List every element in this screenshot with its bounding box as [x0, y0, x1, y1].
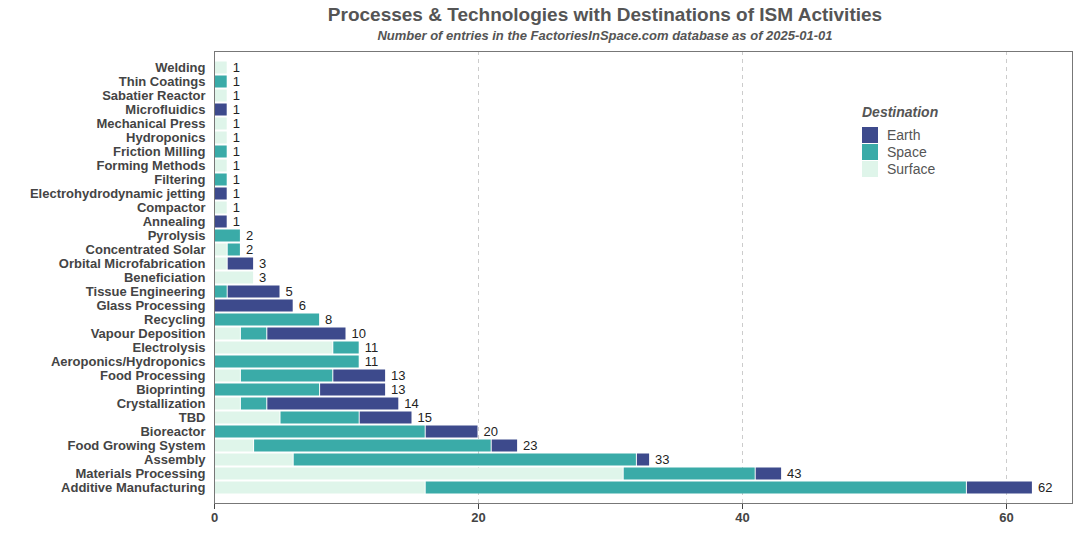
- svg-text:Thin Coatings: Thin Coatings: [119, 74, 206, 89]
- svg-text:Food Growing System: Food Growing System: [68, 438, 206, 453]
- html-text:Space: Space: [887, 143, 927, 160]
- svg-text:Forming Methods: Forming Methods: [96, 158, 205, 173]
- svg-text:1: 1: [233, 158, 240, 173]
- svg-text:Electrolysis: Electrolysis: [133, 340, 206, 355]
- svg-text:20: 20: [471, 510, 485, 525]
- svg-text:1: 1: [233, 74, 240, 89]
- svg-text:3: 3: [259, 270, 266, 285]
- svg-text:1: 1: [233, 172, 240, 187]
- svg-text:1: 1: [233, 88, 240, 103]
- svg-text:Concentrated Solar: Concentrated Solar: [86, 242, 206, 257]
- svg-text:Filtering: Filtering: [154, 172, 205, 187]
- svg-text:0: 0: [211, 510, 218, 525]
- svg-text:Annealing: Annealing: [143, 214, 206, 229]
- svg-text:3: 3: [259, 256, 266, 271]
- svg-text:Tissue Engineering: Tissue Engineering: [86, 284, 206, 299]
- svg-text:11: 11: [365, 354, 379, 369]
- svg-text:1: 1: [233, 116, 240, 131]
- svg-text:23: 23: [523, 438, 537, 453]
- svg-text:Aeroponics/Hydroponics: Aeroponics/Hydroponics: [51, 354, 206, 369]
- svg-text:11: 11: [365, 340, 379, 355]
- svg-text:6: 6: [299, 298, 306, 313]
- svg-text:Mechanical Press: Mechanical Press: [96, 116, 205, 131]
- svg-text:Bioreactor: Bioreactor: [140, 424, 205, 439]
- svg-text:1: 1: [233, 102, 240, 117]
- html-text:Surface: Surface: [887, 160, 936, 177]
- svg-text:Additive Manufacturing: Additive Manufacturing: [61, 480, 206, 495]
- svg-text:Welding: Welding: [155, 60, 205, 75]
- svg-text:43: 43: [787, 466, 801, 481]
- svg-text:1: 1: [233, 60, 240, 75]
- svg-text:Pyrolysis: Pyrolysis: [148, 228, 206, 243]
- svg-text:14: 14: [404, 396, 418, 411]
- svg-text:Beneficiation: Beneficiation: [124, 270, 206, 285]
- html-text:Processes & Technologies with: Processes & Technologies with Destinatio…: [327, 4, 883, 25]
- html-text:Destination: Destination: [862, 104, 939, 120]
- svg-text:15: 15: [418, 410, 432, 425]
- html-text:Number of entries in the Facto: Number of entries in the FactoriesInSpac…: [377, 28, 833, 43]
- svg-text:5: 5: [286, 284, 293, 299]
- svg-text:Hydroponics: Hydroponics: [126, 130, 205, 145]
- svg-text:2: 2: [246, 242, 253, 257]
- svg-text:1: 1: [233, 186, 240, 201]
- svg-text:Food Processing: Food Processing: [100, 368, 206, 383]
- svg-text:Bioprinting: Bioprinting: [136, 382, 205, 397]
- svg-text:Compactor: Compactor: [137, 200, 206, 215]
- svg-text:Orbital Microfabrication: Orbital Microfabrication: [59, 256, 206, 271]
- svg-text:1: 1: [233, 214, 240, 229]
- svg-text:Glass Processing: Glass Processing: [96, 298, 205, 313]
- svg-text:8: 8: [325, 312, 332, 327]
- svg-text:13: 13: [391, 368, 405, 383]
- svg-text:Recycling: Recycling: [144, 312, 205, 327]
- svg-text:20: 20: [484, 424, 498, 439]
- svg-text:60: 60: [999, 510, 1013, 525]
- svg-text:Vapour Deposition: Vapour Deposition: [91, 326, 206, 341]
- html-text:Earth: Earth: [887, 126, 921, 143]
- svg-text:Microfluidics: Microfluidics: [125, 102, 205, 117]
- svg-text:Friction Milling: Friction Milling: [113, 144, 205, 159]
- svg-text:2: 2: [246, 228, 253, 243]
- svg-text:TBD: TBD: [179, 410, 206, 425]
- svg-text:1: 1: [233, 200, 240, 215]
- svg-text:1: 1: [233, 130, 240, 145]
- svg-text:1: 1: [233, 144, 240, 159]
- svg-text:10: 10: [352, 326, 366, 341]
- svg-text:Materials Processing: Materials Processing: [75, 466, 205, 481]
- svg-text:Electrohydrodynamic jetting: Electrohydrodynamic jetting: [30, 186, 206, 201]
- svg-text:Sabatier Reactor: Sabatier Reactor: [102, 88, 205, 103]
- svg-text:Crystallization: Crystallization: [117, 396, 206, 411]
- svg-text:33: 33: [655, 452, 669, 467]
- svg-text:40: 40: [735, 510, 749, 525]
- svg-text:13: 13: [391, 382, 405, 397]
- svg-text:Assembly: Assembly: [144, 452, 206, 467]
- svg-text:62: 62: [1038, 480, 1052, 495]
